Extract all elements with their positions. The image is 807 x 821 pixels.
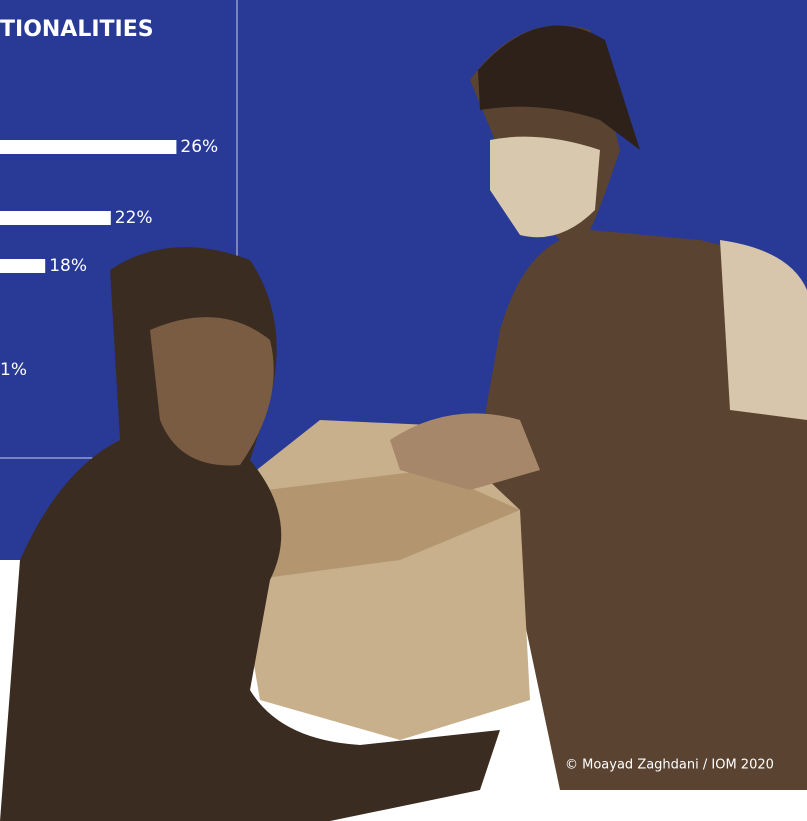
- value-label: 1%: [0, 360, 27, 380]
- value-label: 18%: [49, 256, 87, 276]
- bar: [0, 259, 45, 273]
- bar: [0, 211, 111, 225]
- value-label: 26%: [180, 137, 218, 157]
- infographic: TIONALITIES 26% 22% 18% 1% © Moayad Zaghdan…: [0, 0, 807, 821]
- value-label: 22%: [115, 208, 153, 228]
- bar: [0, 140, 176, 154]
- page: TIONALITIES 26% 22% 18% 1% © Moayad Zaghdan…: [0, 0, 807, 821]
- photo-credit: © Moayad Zaghdani / IOM 2020: [565, 758, 774, 773]
- chart-title: TIONALITIES: [0, 17, 154, 42]
